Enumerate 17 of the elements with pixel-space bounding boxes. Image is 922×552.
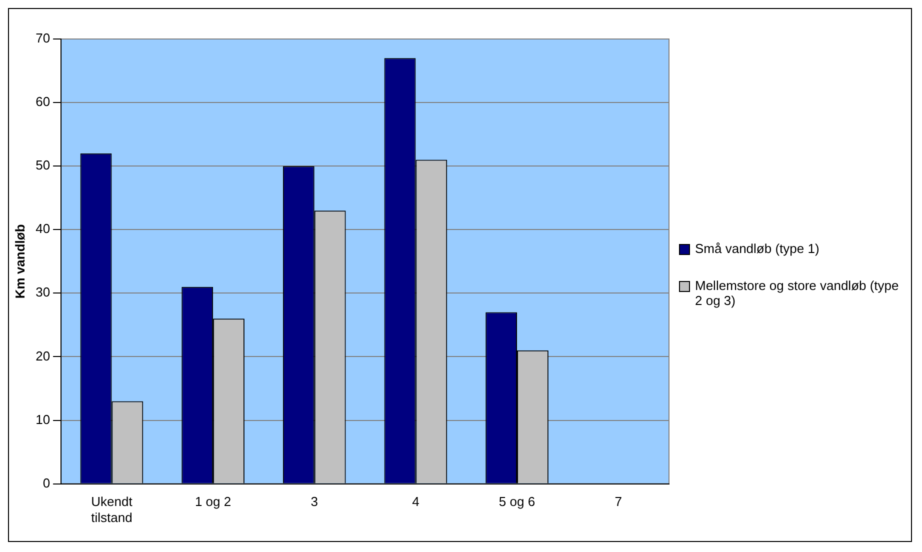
- x-tick-label: 4: [412, 494, 420, 510]
- y-axis-title: Km vandløb: [12, 224, 28, 299]
- x-tick-label: 3: [310, 494, 318, 510]
- x-tick-label: 7: [614, 494, 622, 510]
- x-tick-label: 1 og 2: [194, 494, 232, 510]
- x-tick-label: Ukendt tilstand: [91, 494, 133, 525]
- y-tick-label: 40: [36, 221, 50, 236]
- legend-label: Mellemstore og store vandløb (type 2 og 3): [695, 278, 900, 308]
- y-tick-label: 0: [42, 475, 50, 490]
- y-tick-label: 50: [36, 158, 50, 173]
- y-tick-label: 10: [36, 412, 50, 427]
- y-tick-label: 20: [36, 348, 50, 364]
- y-tick-label: 60: [36, 94, 50, 110]
- y-tick-label: 30: [36, 284, 50, 300]
- x-tick-label: 5 og 6: [498, 494, 536, 510]
- y-tick-label: 70: [36, 30, 50, 46]
- legend-label: Små vandløb (type 1): [695, 240, 820, 256]
